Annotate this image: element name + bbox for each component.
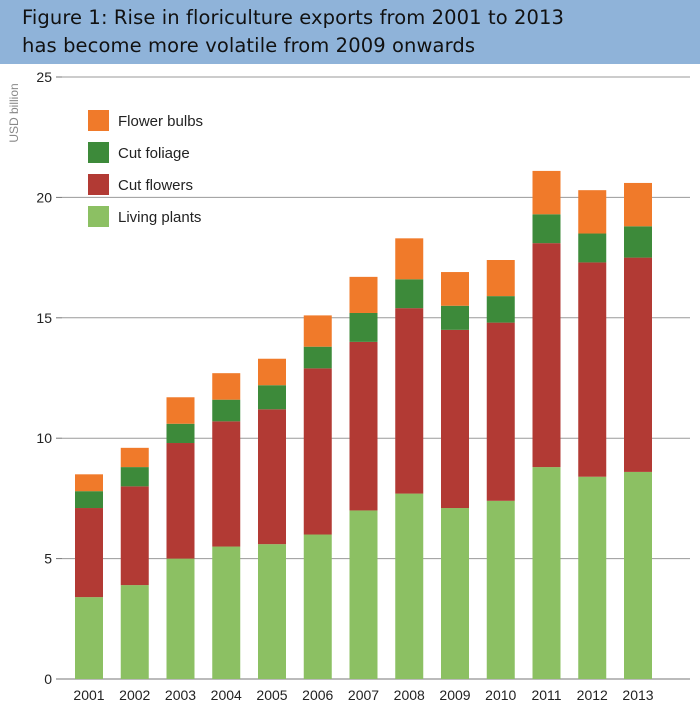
x-tick-label: 2003 — [165, 687, 196, 703]
bar-cut-flowers-2013 — [624, 257, 652, 472]
bar-cut-foliage-2001 — [75, 491, 103, 509]
bar-cut-foliage-2009 — [441, 305, 469, 330]
bar-flower-bulbs-2006 — [303, 315, 332, 347]
bar-living-plants-2013 — [624, 471, 652, 679]
bar-cut-flowers-2012 — [578, 262, 607, 477]
bar-cut-flowers-2009 — [441, 329, 469, 509]
bar-cut-flowers-2002 — [120, 486, 149, 586]
bar-cut-foliage-2013 — [624, 226, 652, 258]
x-tick-label: 2002 — [119, 687, 150, 703]
bar-cut-foliage-2006 — [303, 346, 332, 369]
bar-cut-foliage-2012 — [578, 233, 607, 263]
bar-living-plants-2007 — [349, 510, 378, 679]
legend-label-cut-flowers: Cut flowers — [118, 177, 193, 194]
x-tick-label: 2001 — [73, 687, 104, 703]
bar-living-plants-2011 — [532, 467, 561, 679]
bar-flower-bulbs-2002 — [120, 447, 149, 468]
bar-cut-foliage-2004 — [212, 399, 241, 422]
bar-flower-bulbs-2010 — [486, 260, 515, 297]
bar-cut-foliage-2005 — [258, 385, 286, 410]
legend-label-living-plants: Living plants — [118, 209, 201, 226]
bar-cut-flowers-2001 — [75, 508, 103, 598]
bar-flower-bulbs-2007 — [349, 276, 378, 313]
bar-living-plants-2001 — [75, 597, 103, 679]
bar-cut-flowers-2010 — [486, 322, 515, 501]
figure-title-line-2: has become more volatile from 2009 onwar… — [22, 34, 476, 57]
x-tick-label: 2011 — [531, 687, 561, 703]
legend-label-flower-bulbs: Flower bulbs — [118, 113, 203, 130]
bar-flower-bulbs-2005 — [258, 358, 286, 386]
x-axis-ticks: 2001 2002 2003 2004 2005 2006 2007 2008 2009 2010… — [73, 687, 653, 703]
bar-cut-flowers-2008 — [395, 308, 424, 494]
bar-cut-flowers-2006 — [303, 368, 332, 535]
bar-cut-foliage-2010 — [486, 296, 515, 323]
bar-living-plants-2002 — [120, 585, 149, 679]
bar-living-plants-2010 — [486, 500, 515, 679]
bar-cut-foliage-2007 — [349, 312, 378, 342]
bar-flower-bulbs-2013 — [624, 182, 652, 227]
y-tick-label: 5 — [44, 551, 52, 567]
bar-flower-bulbs-2008 — [395, 238, 424, 280]
bar-cut-foliage-2008 — [395, 279, 424, 309]
y-axis-label: USD billion — [7, 83, 21, 142]
bar-cut-foliage-2002 — [120, 467, 149, 487]
bar-flower-bulbs-2009 — [441, 272, 469, 306]
bar-living-plants-2006 — [303, 534, 332, 679]
y-tick-label: 20 — [36, 189, 52, 205]
x-tick-label: 2004 — [211, 687, 242, 703]
bar-flower-bulbs-2011 — [532, 170, 561, 215]
bar-layer — [75, 170, 652, 679]
x-tick-label: 2005 — [256, 687, 287, 703]
bar-flower-bulbs-2012 — [578, 190, 607, 234]
bar-living-plants-2003 — [166, 558, 195, 679]
legend-swatch-cut-foliage — [88, 142, 109, 163]
y-tick-label: 15 — [36, 310, 52, 326]
bar-living-plants-2008 — [395, 493, 424, 679]
x-tick-label: 2010 — [485, 687, 516, 703]
y-tick-label: 25 — [36, 69, 52, 85]
bar-cut-flowers-2005 — [258, 409, 286, 545]
legend: Flower bulbs Cut foliage Cut flowers Living… — [88, 110, 203, 227]
legend-swatch-flower-bulbs — [88, 110, 109, 131]
y-axis-ticks: 0 5 10 15 20 25 — [36, 69, 52, 687]
x-tick-label: 2009 — [439, 687, 470, 703]
legend-swatch-cut-flowers — [88, 174, 109, 195]
bar-living-plants-2012 — [578, 476, 607, 679]
bar-cut-foliage-2003 — [166, 423, 195, 444]
bar-cut-flowers-2007 — [349, 341, 378, 511]
x-tick-label: 2006 — [302, 687, 333, 703]
bar-living-plants-2005 — [258, 544, 286, 679]
title-band: Figure 1: Rise in floriculture exports f… — [0, 0, 700, 64]
bar-living-plants-2009 — [441, 508, 469, 679]
legend-swatch-living-plants — [88, 206, 109, 227]
bar-flower-bulbs-2001 — [75, 474, 103, 492]
x-tick-label: 2012 — [577, 687, 608, 703]
x-tick-label: 2013 — [622, 687, 653, 703]
bar-cut-flowers-2004 — [212, 421, 241, 547]
bar-cut-flowers-2011 — [532, 243, 561, 468]
y-tick-label: 0 — [44, 671, 52, 687]
bar-cut-flowers-2003 — [166, 443, 195, 559]
bar-living-plants-2004 — [212, 546, 241, 679]
figure-title-line-1: Figure 1: Rise in floriculture exports f… — [22, 6, 565, 29]
x-tick-label: 2007 — [348, 687, 379, 703]
y-tick-label: 10 — [36, 430, 52, 446]
bar-flower-bulbs-2004 — [212, 373, 241, 400]
bar-cut-foliage-2011 — [532, 214, 561, 244]
x-tick-label: 2008 — [394, 687, 425, 703]
bar-flower-bulbs-2003 — [166, 397, 195, 424]
legend-label-cut-foliage: Cut foliage — [118, 145, 190, 162]
